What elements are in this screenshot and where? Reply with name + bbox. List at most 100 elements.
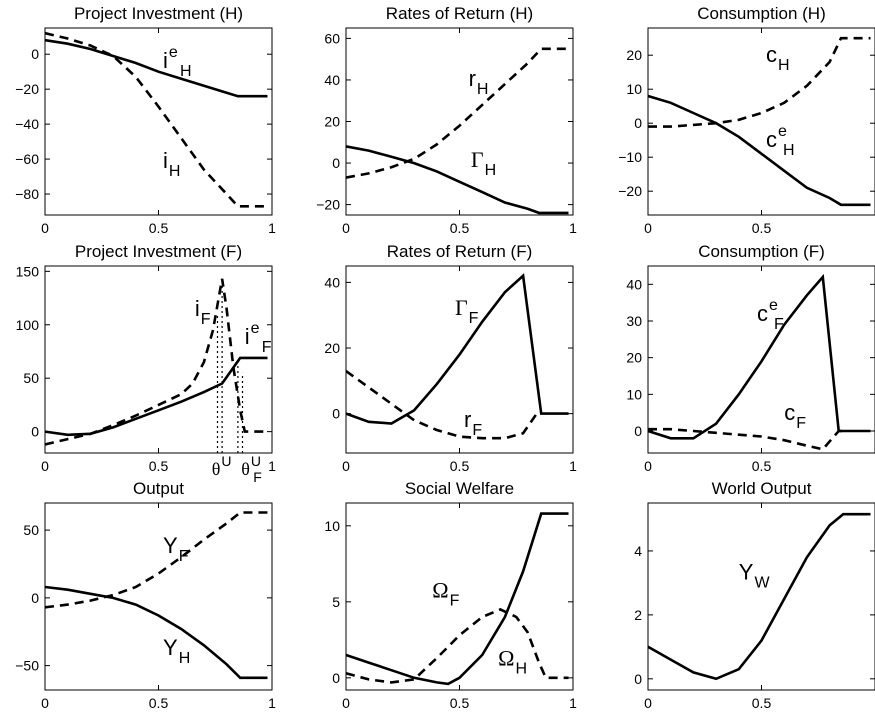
series-line-dashed: [45, 31, 268, 208]
y-tick-label: −10: [618, 149, 642, 165]
y-tick-label: 0: [332, 406, 340, 422]
x-tick-label: 0: [342, 695, 350, 711]
subplot-title: Output: [133, 479, 184, 498]
series-line-solid: [648, 273, 871, 440]
series-line-dashed: [346, 607, 569, 684]
y-tick-label: 0: [332, 155, 340, 171]
curve-label: ΓF: [455, 295, 479, 327]
threshold-label: θU F: [241, 453, 262, 485]
x-tick-label: 0: [644, 695, 652, 711]
subplot-9: World Output 0 0.5 4 2 0 YW: [634, 479, 875, 711]
subplot-3: Consumption (H) 0 0.5 20 10 0 −10 −20 cH ce H: [618, 4, 875, 236]
y-tick-label: 5: [332, 594, 340, 610]
axes-frame: [44, 27, 273, 216]
series-line-dashed: [346, 47, 569, 179]
y-tick-label: 10: [324, 518, 340, 534]
curve-label: cH: [766, 42, 790, 74]
curve-label: rF: [464, 407, 482, 439]
y-tick-label: 30: [626, 313, 642, 329]
series-line-solid: [45, 38, 268, 98]
x-tick-label: 0: [644, 220, 652, 236]
x-tick-label: 0.5: [149, 695, 169, 711]
subplot-8: Social Welfare 0 0.5 1 10 5 0 ΩF ΩH: [324, 479, 577, 711]
y-tick-label: 0: [31, 590, 39, 606]
series-line-dashed: [45, 511, 268, 609]
y-tick-label: 20: [324, 114, 340, 130]
y-tick-label: 0: [634, 115, 642, 131]
y-tick-label: −60: [15, 151, 39, 167]
x-tick-label: 1: [569, 220, 577, 236]
y-tick-label: −20: [15, 81, 39, 97]
series-line-solid: [346, 273, 569, 425]
y-tick-label: 0: [634, 671, 642, 687]
threshold-label: θU: [212, 453, 232, 479]
series-line-solid: [346, 145, 569, 215]
x-tick-label: 1: [569, 458, 577, 474]
curve-label: iF: [195, 296, 211, 328]
y-tick-label: 10: [626, 386, 642, 402]
y-tick-label: −20: [618, 183, 642, 199]
curve-label: iH: [163, 148, 180, 180]
curve-label: YF: [163, 533, 189, 565]
y-tick-label: 50: [23, 370, 39, 386]
y-tick-label: 40: [324, 72, 340, 88]
y-tick-label: 0: [332, 670, 340, 686]
x-tick-label: 0: [342, 458, 350, 474]
y-tick-label: 4: [634, 543, 642, 559]
axes-frame: [345, 265, 574, 454]
subplot-title: Consumption (F): [698, 242, 825, 261]
y-tick-label: 150: [16, 263, 40, 279]
series-line-dashed: [648, 427, 844, 451]
y-tick-label: 20: [324, 340, 340, 356]
x-tick-label: 0: [342, 220, 350, 236]
series-line-solid: [648, 94, 871, 207]
y-tick-label: 20: [626, 350, 642, 366]
y-tick-label: 10: [626, 81, 642, 97]
x-tick-label: 0: [41, 695, 49, 711]
y-tick-label: 40: [626, 276, 642, 292]
subplot-5: Rates of Return (F) 0 0.5 1 40 20 0 ΓF rF: [324, 242, 577, 474]
subplot-6: Consumption (F) 0 0.5 40 30 20 10 0 ce F cF: [626, 242, 875, 474]
y-tick-label: 20: [626, 47, 642, 63]
y-tick-label: −80: [15, 186, 39, 202]
x-tick-label: 1: [569, 695, 577, 711]
x-tick-label: 1: [268, 220, 276, 236]
axes-frame: [345, 27, 574, 216]
x-tick-label: 0.5: [752, 695, 772, 711]
y-tick-label: 0: [634, 423, 642, 439]
x-tick-label: 0: [41, 458, 49, 474]
axes-frame: [647, 27, 875, 216]
series-line-solid: [648, 512, 871, 681]
curve-label: ieH: [163, 44, 192, 80]
series-line-solid: [45, 585, 268, 680]
x-tick-label: 1: [268, 458, 276, 474]
subplot-title: World Output: [712, 479, 812, 498]
x-tick-label: 0.5: [450, 220, 470, 236]
subplot-4: Project Investment (F) 0 0.5 1 150 100 50 0 iF ie…: [16, 242, 276, 485]
series-line-dashed: [648, 36, 871, 128]
subplot-1: Project Investment (H) 0 0.5 1 0 −20 −40 −60 −80…: [15, 4, 276, 236]
axes-frame: [647, 502, 875, 691]
curve-label: cF: [784, 400, 806, 432]
curve-label: ΩF: [432, 577, 459, 609]
curve-label: ΩH: [498, 646, 527, 678]
y-tick-label: 60: [324, 30, 340, 46]
y-tick-label: 100: [16, 317, 40, 333]
y-tick-label: 0: [31, 424, 39, 440]
curve-label: YH: [163, 635, 190, 667]
y-tick-label: 0: [31, 46, 39, 62]
subplot-title: Rates of Return (H): [386, 4, 533, 23]
x-tick-label: 0.5: [450, 695, 470, 711]
curve-label: ce F: [757, 297, 784, 333]
y-tick-label: 50: [23, 522, 39, 538]
series-line-dashed: [45, 278, 268, 446]
x-tick-label: 1: [268, 695, 276, 711]
curve-label: rH: [469, 66, 489, 98]
y-tick-label: −40: [15, 116, 39, 132]
x-tick-label: 0.5: [450, 458, 470, 474]
curve-label: ieF: [245, 320, 272, 356]
axes-frame: [44, 502, 273, 691]
series-line-solid: [346, 512, 569, 686]
